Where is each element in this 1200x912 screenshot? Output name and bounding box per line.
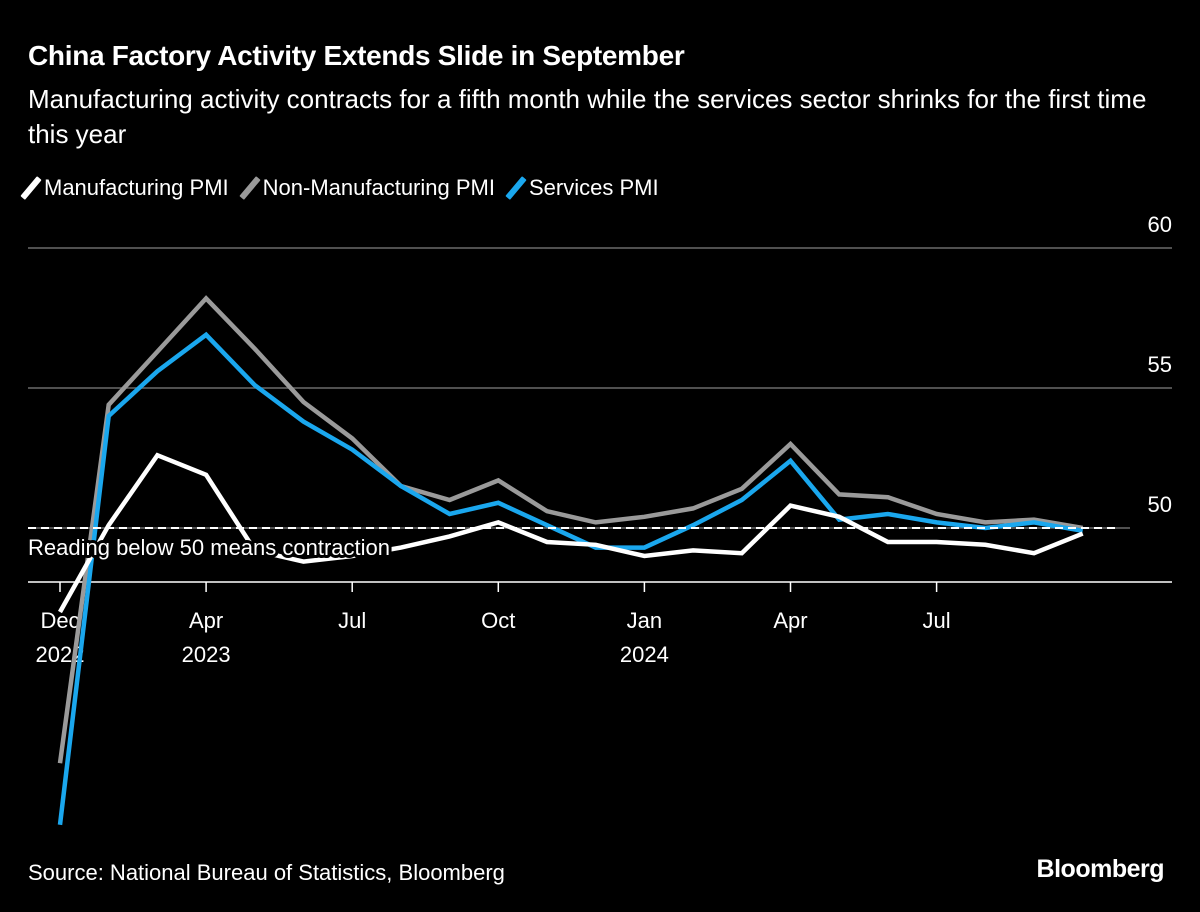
x-tick-label: Jul <box>923 608 951 633</box>
y-tick-label: 50 <box>1148 492 1172 517</box>
x-tick-year-label: 2024 <box>620 642 669 667</box>
y-tick-label: 55 <box>1148 352 1172 377</box>
services-pmi-line <box>57 331 1084 826</box>
legend-item-manufacturing: Manufacturing PMI <box>20 175 229 201</box>
legend-label-manufacturing: Manufacturing PMI <box>44 175 229 200</box>
y-tick-label: 60 <box>1148 212 1172 237</box>
bloomberg-logo: Bloomberg <box>1036 855 1165 883</box>
x-tick-year-label: 2023 <box>182 642 231 667</box>
chart-title: China Factory Activity Extends Slide in … <box>28 40 685 71</box>
x-tick-label: Jul <box>338 608 366 633</box>
legend-label-non-manufacturing: Non-Manufacturing PMI <box>262 175 495 200</box>
legend-label-services: Services PMI <box>528 175 659 200</box>
manufacturing-pmi-points <box>59 455 1083 613</box>
x-tick-label: Apr <box>773 608 807 633</box>
services-pmi-points <box>59 334 1083 825</box>
non-manufacturing-pmi-line <box>57 295 1084 764</box>
reference-line-label: Reading below 50 means contraction <box>28 535 390 560</box>
x-tick-label: Jan <box>627 608 662 633</box>
source-note: Source: National Bureau of Statistics, B… <box>28 860 505 885</box>
non-manufacturing-pmi-points <box>59 298 1083 764</box>
x-tick-label: Apr <box>189 608 223 633</box>
chart-subtitle: Manufacturing activity contracts for a f… <box>28 84 1147 149</box>
x-tick-label: Oct <box>481 608 515 633</box>
x-tick-label: Dec <box>40 608 79 633</box>
manufacturing-pmi-line <box>58 452 1084 614</box>
legend: Manufacturing PMI Non-Manufacturing PMI … <box>20 175 659 201</box>
legend-item-non-manufacturing: Non-Manufacturing PMI <box>238 175 495 201</box>
legend-item-services: Services PMI <box>505 175 659 201</box>
